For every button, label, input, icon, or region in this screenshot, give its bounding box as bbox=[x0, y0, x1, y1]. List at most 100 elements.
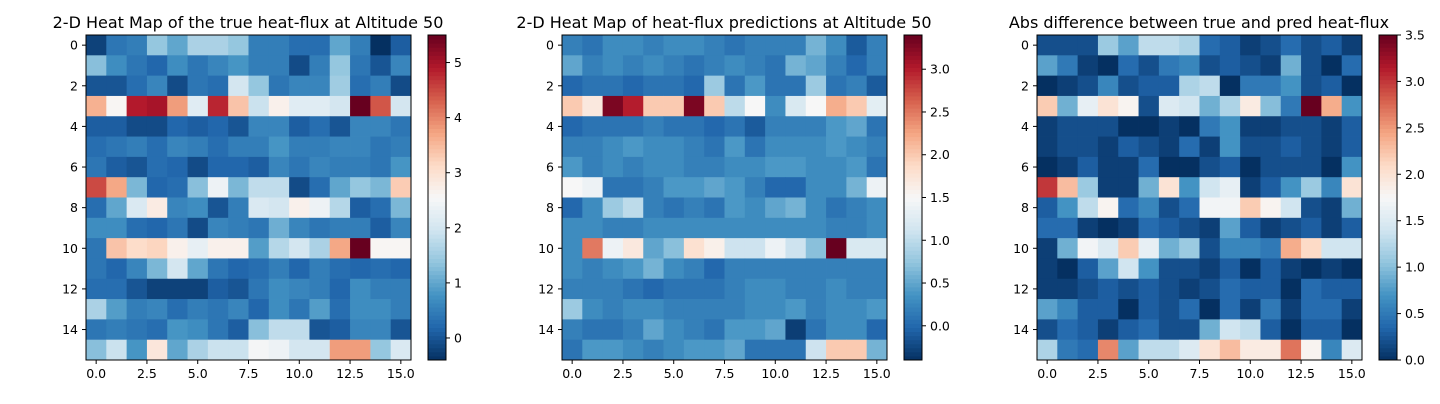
colorbar-segment bbox=[1379, 351, 1397, 357]
heatmap-cell bbox=[582, 258, 604, 280]
y-tick-label: 0 bbox=[1021, 38, 1029, 53]
colorbar-segment bbox=[904, 323, 922, 328]
heatmap-cell bbox=[370, 136, 392, 158]
heatmap-cell bbox=[248, 136, 270, 158]
x-tick-label: 12.5 bbox=[336, 366, 364, 381]
heatmap-cell bbox=[846, 136, 868, 158]
heatmap-cell bbox=[826, 35, 847, 56]
colorbar-segment bbox=[904, 100, 922, 105]
colorbar-segment bbox=[428, 262, 446, 268]
colorbar-segment bbox=[428, 83, 446, 89]
colorbar-segment bbox=[904, 120, 922, 125]
heatmap-cell bbox=[289, 55, 310, 77]
colorbar-segment bbox=[1379, 258, 1397, 263]
colorbar-segment bbox=[428, 278, 446, 284]
x-tick-label: 2.5 bbox=[137, 366, 157, 381]
heatmap-cell bbox=[785, 116, 807, 137]
heatmap-cell bbox=[1138, 258, 1160, 280]
heatmap-cell bbox=[268, 299, 290, 320]
heatmap-cell bbox=[106, 319, 128, 341]
heatmap-cell bbox=[390, 136, 412, 158]
heatmap-cell bbox=[309, 238, 331, 259]
heatmap-cell bbox=[1260, 238, 1282, 259]
colorbar-segment bbox=[904, 221, 922, 227]
heatmap-cell bbox=[1158, 299, 1180, 320]
heatmap-cell bbox=[390, 116, 412, 137]
colorbar-segment bbox=[1379, 67, 1397, 73]
heatmap-cell bbox=[765, 238, 786, 259]
heatmap-cell bbox=[329, 55, 351, 77]
colorbar-segment bbox=[428, 327, 446, 333]
heatmap-cell bbox=[1199, 177, 1221, 198]
colorbar-segment bbox=[904, 299, 922, 304]
heatmap-cell bbox=[582, 299, 604, 320]
heatmap-cell bbox=[1077, 197, 1099, 219]
heatmap-cell bbox=[622, 278, 644, 300]
colorbar-segment bbox=[904, 177, 922, 182]
heatmap-cell bbox=[663, 35, 685, 56]
heatmap-cell bbox=[146, 156, 168, 178]
heatmap-cell bbox=[643, 156, 664, 178]
heatmap-cell bbox=[602, 278, 624, 300]
heatmap-cell bbox=[805, 339, 827, 361]
colorbar-segment bbox=[1379, 234, 1397, 239]
heatmap-cell bbox=[704, 197, 725, 219]
heatmap-cell bbox=[1321, 136, 1343, 158]
heatmap-cell bbox=[582, 238, 604, 259]
heatmap-cell bbox=[1199, 35, 1221, 56]
heatmap-cell bbox=[86, 55, 107, 77]
heatmap-cell bbox=[228, 55, 249, 77]
colorbar-segment bbox=[1379, 339, 1397, 345]
heatmap-cell bbox=[866, 197, 888, 219]
heatmap-cell bbox=[622, 258, 644, 280]
colorbar-segment bbox=[1379, 51, 1397, 56]
colorbar-segment bbox=[904, 254, 922, 259]
heatmap-cell bbox=[187, 177, 209, 198]
heatmap-cell bbox=[826, 55, 847, 77]
heatmap-cell bbox=[683, 95, 705, 117]
heatmap-cell bbox=[146, 197, 168, 219]
heatmap-cell bbox=[602, 217, 624, 239]
heatmap-cell bbox=[1199, 197, 1221, 219]
heatmap-cell bbox=[106, 278, 128, 300]
heatmap-cell bbox=[1321, 278, 1343, 300]
colorbar-segment bbox=[428, 112, 446, 117]
colorbar-segment bbox=[904, 225, 922, 231]
colorbar-segment bbox=[428, 100, 446, 105]
heatmap-cell bbox=[167, 177, 188, 198]
colorbar-segment bbox=[904, 128, 922, 133]
heatmap-cell bbox=[1138, 238, 1160, 259]
colorbar-segment bbox=[428, 246, 446, 251]
y-tick-label: 14 bbox=[1013, 322, 1029, 337]
colorbar-segment bbox=[428, 55, 446, 60]
heatmap-cell bbox=[1260, 136, 1282, 158]
heatmap-cell bbox=[866, 258, 888, 280]
heatmap-cell bbox=[643, 35, 664, 56]
heatmap-cell bbox=[683, 35, 705, 56]
heatmap-cell bbox=[146, 319, 168, 341]
heatmap-cell bbox=[329, 299, 351, 320]
colorbar-segment bbox=[904, 327, 922, 333]
colorbar-segment bbox=[1379, 144, 1397, 150]
heatmap-cell bbox=[1199, 75, 1221, 97]
colorbar-segment bbox=[428, 108, 446, 113]
heatmap-cell bbox=[228, 217, 249, 239]
heatmap-cell bbox=[390, 238, 412, 259]
heatmap-cell bbox=[126, 217, 148, 239]
heatmap-cell bbox=[268, 278, 290, 300]
heatmap-cell bbox=[582, 339, 604, 361]
heatmap-cell bbox=[1179, 55, 1200, 77]
heatmap-cell bbox=[622, 339, 644, 361]
colorbar-segment bbox=[428, 128, 446, 133]
heatmap-cell bbox=[228, 299, 249, 320]
heatmap-cell bbox=[724, 95, 746, 117]
heatmap-cell bbox=[704, 95, 725, 117]
heatmap-cell bbox=[744, 217, 766, 239]
colorbar-segment bbox=[1379, 100, 1397, 105]
heatmap-cell bbox=[1280, 258, 1302, 280]
heatmap-cell bbox=[744, 238, 766, 259]
heatmap-cell bbox=[643, 55, 664, 77]
heatmap-cell bbox=[329, 278, 351, 300]
colorbar-frame bbox=[1378, 34, 1398, 361]
colorbar-segment bbox=[904, 124, 922, 129]
